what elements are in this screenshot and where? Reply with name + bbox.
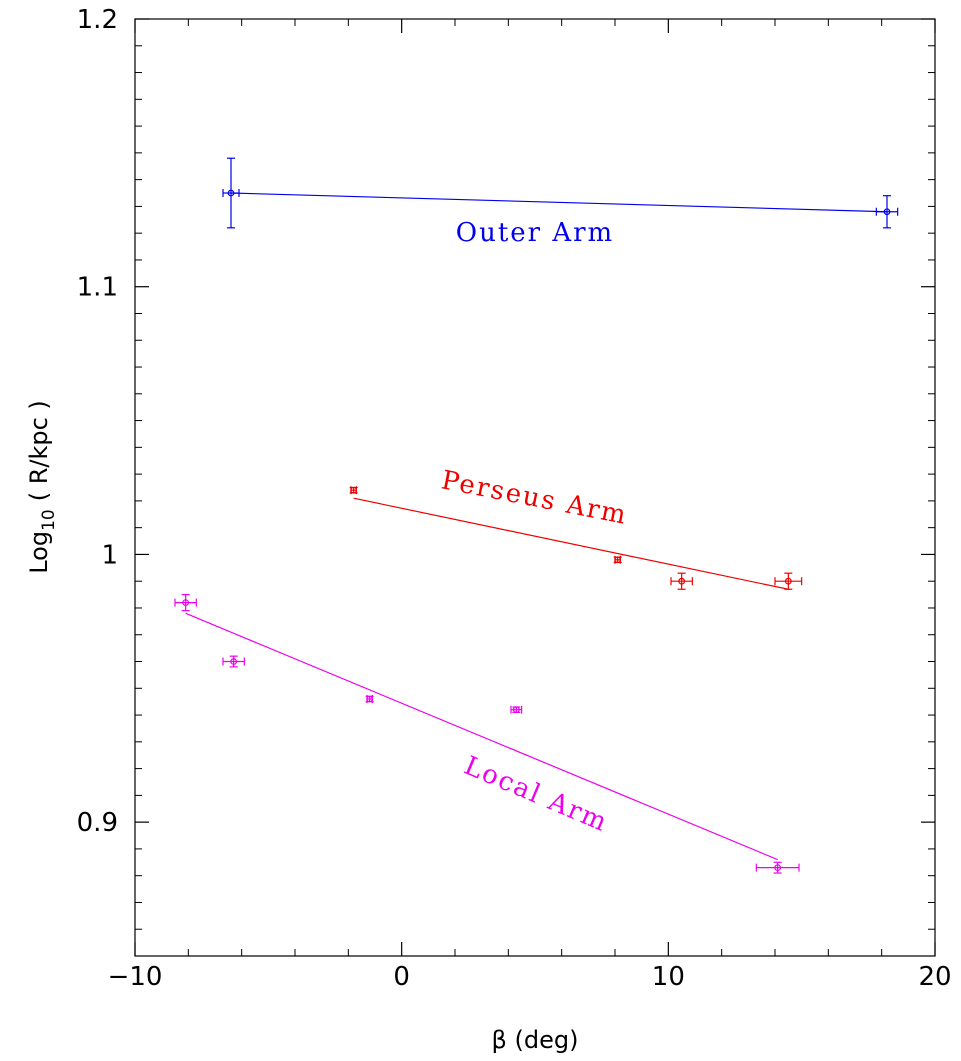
y-axis-label-sub: 10	[39, 509, 59, 531]
series-0	[222, 157, 899, 229]
series-label-perseus-arm: Perseus Arm	[439, 465, 630, 531]
plot-frame	[134, 18, 936, 957]
data-point	[784, 577, 792, 585]
x-tick-labels: −10 0 10 20	[108, 962, 952, 992]
y-axis-label-rest: ( R/kpc )	[25, 400, 53, 501]
data-point	[350, 486, 358, 494]
data-point	[230, 658, 238, 665]
x-tick-label: 10	[652, 962, 685, 992]
x-tick-label: −10	[108, 962, 163, 992]
data-point	[614, 556, 622, 564]
data-point	[678, 577, 686, 585]
x-axis-label: β (deg)	[492, 1026, 579, 1054]
y-tick-label: 1	[101, 540, 118, 570]
data-point	[883, 208, 891, 216]
y-tick-label: 1.2	[77, 5, 118, 35]
fit-line	[230, 192, 888, 213]
series-2	[174, 593, 800, 874]
y-tick-labels: 0.9 1 1.1 1.2	[77, 5, 118, 838]
series-1	[349, 486, 803, 590]
axis-ticks	[134, 18, 936, 957]
series-layer	[174, 157, 899, 874]
series-label-local-arm: Local Arm	[460, 751, 613, 839]
y-axis-label-main: Log	[25, 531, 53, 574]
svg-text:Log10( R/kpc ): Log10 ( R/kpc )	[25, 400, 59, 574]
data-point	[366, 695, 374, 703]
series-label-outer-arm: Outer Arm	[456, 218, 614, 248]
data-point	[227, 189, 235, 197]
data-point	[512, 706, 520, 714]
y-tick-label: 1.1	[77, 273, 118, 303]
fit-line	[185, 612, 778, 861]
fit-line	[353, 497, 789, 590]
x-tick-label: 0	[393, 962, 410, 992]
data-point	[774, 864, 782, 872]
y-axis-label: Log10 ( R/kpc )	[25, 400, 59, 574]
x-tick-label: 20	[918, 962, 951, 992]
data-point	[182, 599, 190, 607]
y-tick-label: 0.9	[77, 808, 118, 838]
